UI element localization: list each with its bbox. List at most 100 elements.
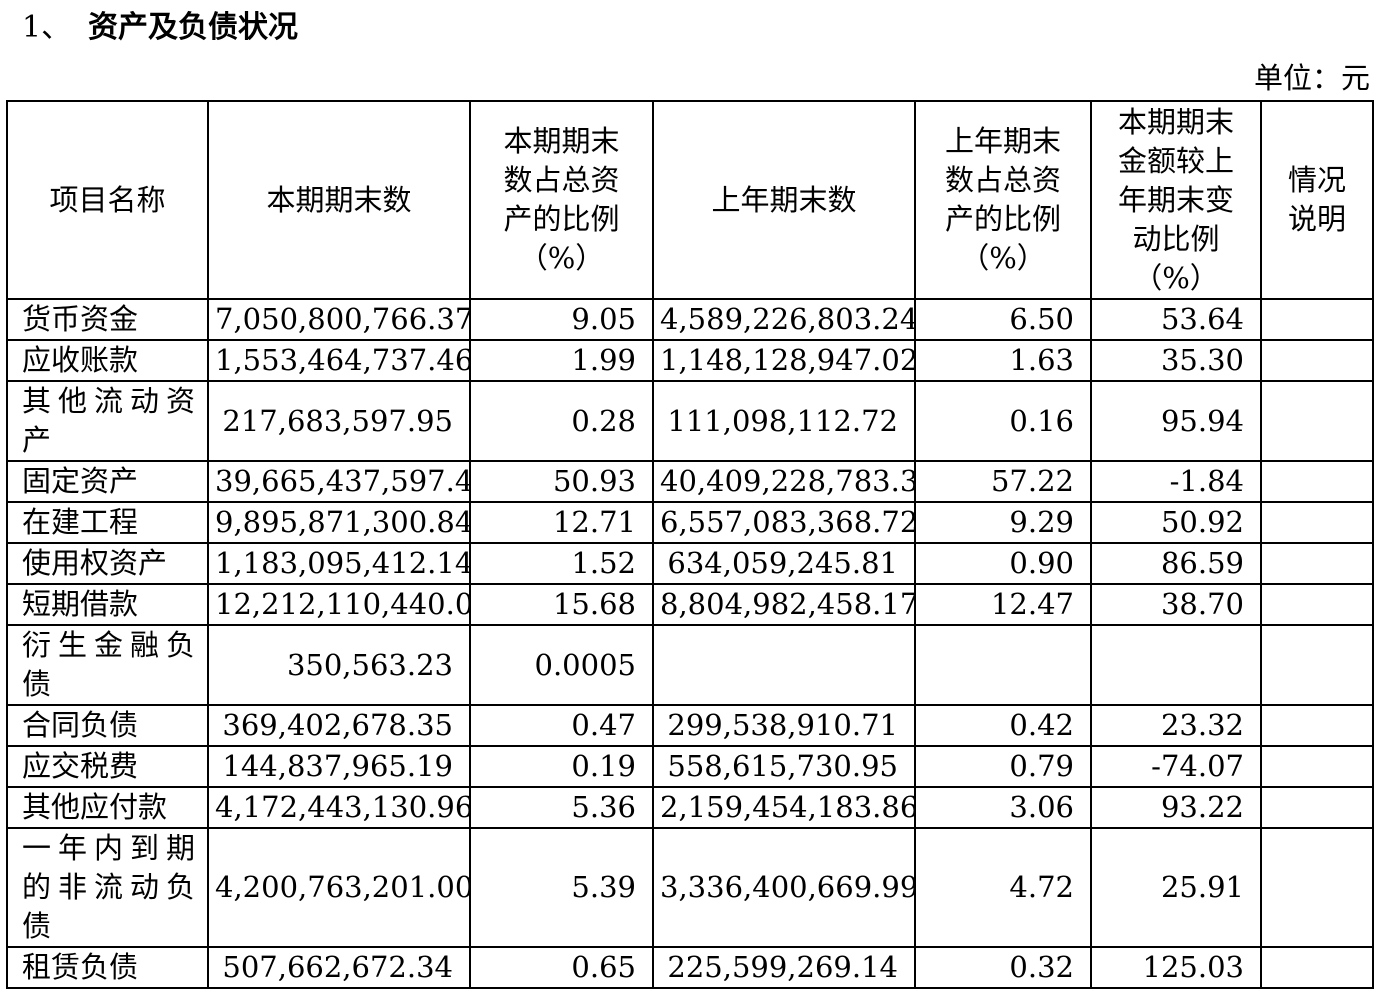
cell-item-name: 租赁负债 (6, 946, 209, 989)
cell-item-name: 短期借款 (6, 583, 209, 626)
cell-current: 350,563.23 (207, 624, 471, 706)
cell-prior (652, 624, 916, 706)
cell-prior-pct: 0.42 (914, 704, 1092, 747)
cell-note (1260, 542, 1374, 585)
cell-note (1260, 786, 1374, 829)
cell-prior: 4,589,226,803.24 (652, 298, 916, 341)
cell-change-pct (1090, 624, 1262, 706)
cell-item-name: 一年内到期的非流动负债 (6, 827, 209, 948)
cell-current-pct: 1.52 (469, 542, 654, 585)
header-note: 情况说明 (1260, 100, 1374, 300)
cell-current: 507,662,672.34 (207, 946, 471, 989)
cell-current-pct: 9.05 (469, 298, 654, 341)
cell-prior-pct: 12.47 (914, 583, 1092, 626)
cell-item-name: 应交税费 (6, 745, 209, 788)
cell-note (1260, 339, 1374, 382)
cell-note (1260, 501, 1374, 544)
table-row: 应收账款 1,553,464,737.46 1.99 1,148,128,947.02… (6, 339, 1374, 382)
cell-prior: 225,599,269.14 (652, 946, 916, 989)
item-name-text: 应收账款 (22, 343, 139, 377)
cell-change-pct: 35.30 (1090, 339, 1262, 382)
cell-note (1260, 946, 1374, 989)
table-row: 其他流动资产 217,683,597.95 0.28 111,098,112.72 0.… (6, 380, 1374, 462)
cell-item-name: 其他应付款 (6, 786, 209, 829)
table-row: 一年内到期的非流动负债 4,200,763,201.00 5.39 3,336,400… (6, 827, 1374, 948)
cell-item-name: 货币资金 (6, 298, 209, 341)
header-current: 本期期末数 (207, 100, 471, 300)
item-name-text: 衍生金融负债 (22, 628, 195, 701)
table-row: 在建工程 9,895,871,300.84 12.71 6,557,083,368.7… (6, 501, 1374, 544)
cell-prior: 8,804,982,458.17 (652, 583, 916, 626)
cell-change-pct: -1.84 (1090, 460, 1262, 503)
cell-current: 144,837,965.19 (207, 745, 471, 788)
cell-current: 4,172,443,130.96 (207, 786, 471, 829)
item-name-text: 短期借款 (22, 587, 139, 621)
cell-prior: 2,159,454,183.86 (652, 786, 916, 829)
item-name-text: 租赁负债 (22, 950, 139, 984)
cell-prior: 558,615,730.95 (652, 745, 916, 788)
cell-change-pct: -74.07 (1090, 745, 1262, 788)
cell-note (1260, 298, 1374, 341)
cell-change-pct: 125.03 (1090, 946, 1262, 989)
cell-current: 4,200,763,201.00 (207, 827, 471, 948)
cell-current-pct: 0.65 (469, 946, 654, 989)
cell-prior-pct: 3.06 (914, 786, 1092, 829)
item-name-text: 使用权资产 (22, 546, 168, 580)
cell-change-pct: 95.94 (1090, 380, 1262, 462)
cell-current-pct: 0.47 (469, 704, 654, 747)
table-row: 衍生金融负债 350,563.23 0.0005 (6, 624, 1374, 706)
table-row: 货币资金 7,050,800,766.37 9.05 4,589,226,803.24… (6, 298, 1374, 341)
header-prior: 上年期末数 (652, 100, 916, 300)
cell-current: 369,402,678.35 (207, 704, 471, 747)
cell-prior: 3,336,400,669.99 (652, 827, 916, 948)
cell-current-pct: 12.71 (469, 501, 654, 544)
cell-current: 12,212,110,440.04 (207, 583, 471, 626)
cell-change-pct: 50.92 (1090, 501, 1262, 544)
cell-note (1260, 745, 1374, 788)
table-row: 合同负债 369,402,678.35 0.47 299,538,910.71 0.42… (6, 704, 1374, 747)
cell-current-pct: 1.99 (469, 339, 654, 382)
cell-current: 7,050,800,766.37 (207, 298, 471, 341)
table-row: 短期借款 12,212,110,440.04 15.68 8,804,982,458.… (6, 583, 1374, 626)
cell-item-name: 合同负债 (6, 704, 209, 747)
cell-current: 1,553,464,737.46 (207, 339, 471, 382)
table-header-row: 项目名称 本期期末数 本期期末数占总资产的比例（%） 上年期末数 上年期末数占总… (6, 100, 1374, 300)
cell-prior-pct: 0.79 (914, 745, 1092, 788)
cell-prior-pct: 6.50 (914, 298, 1092, 341)
cell-current-pct: 0.19 (469, 745, 654, 788)
cell-current: 39,665,437,597.49 (207, 460, 471, 503)
cell-prior: 40,409,228,783.38 (652, 460, 916, 503)
item-name-text: 在建工程 (22, 505, 139, 539)
cell-item-name: 使用权资产 (6, 542, 209, 585)
cell-current: 217,683,597.95 (207, 380, 471, 462)
cell-prior-pct: 9.29 (914, 501, 1092, 544)
cell-prior-pct: 4.72 (914, 827, 1092, 948)
item-name-text: 其他应付款 (22, 790, 168, 824)
cell-prior-pct: 57.22 (914, 460, 1092, 503)
cell-prior-pct: 1.63 (914, 339, 1092, 382)
cell-prior-pct: 0.16 (914, 380, 1092, 462)
cell-item-name: 在建工程 (6, 501, 209, 544)
cell-item-name: 其他流动资产 (6, 380, 209, 462)
cell-current-pct: 5.36 (469, 786, 654, 829)
item-name-text: 固定资产 (22, 464, 139, 498)
cell-current-pct: 0.28 (469, 380, 654, 462)
table-row: 其他应付款 4,172,443,130.96 5.36 2,159,454,183.8… (6, 786, 1374, 829)
section-title: 资产及负债状况 (88, 10, 298, 45)
item-name-text: 合同负债 (22, 708, 139, 742)
table-row: 租赁负债 507,662,672.34 0.65 225,599,269.14 0.32… (6, 946, 1374, 989)
cell-change-pct: 86.59 (1090, 542, 1262, 585)
cell-current: 9,895,871,300.84 (207, 501, 471, 544)
cell-note (1260, 583, 1374, 626)
cell-change-pct: 93.22 (1090, 786, 1262, 829)
cell-prior: 299,538,910.71 (652, 704, 916, 747)
cell-prior-pct: 0.90 (914, 542, 1092, 585)
cell-change-pct: 38.70 (1090, 583, 1262, 626)
cell-prior: 634,059,245.81 (652, 542, 916, 585)
cell-item-name: 衍生金融负债 (6, 624, 209, 706)
cell-note (1260, 380, 1374, 462)
section-number: 1、 (22, 10, 72, 45)
table-row: 使用权资产 1,183,095,412.14 1.52 634,059,245.81 0… (6, 542, 1374, 585)
cell-change-pct: 23.32 (1090, 704, 1262, 747)
item-name-text: 其他流动资产 (22, 384, 195, 457)
